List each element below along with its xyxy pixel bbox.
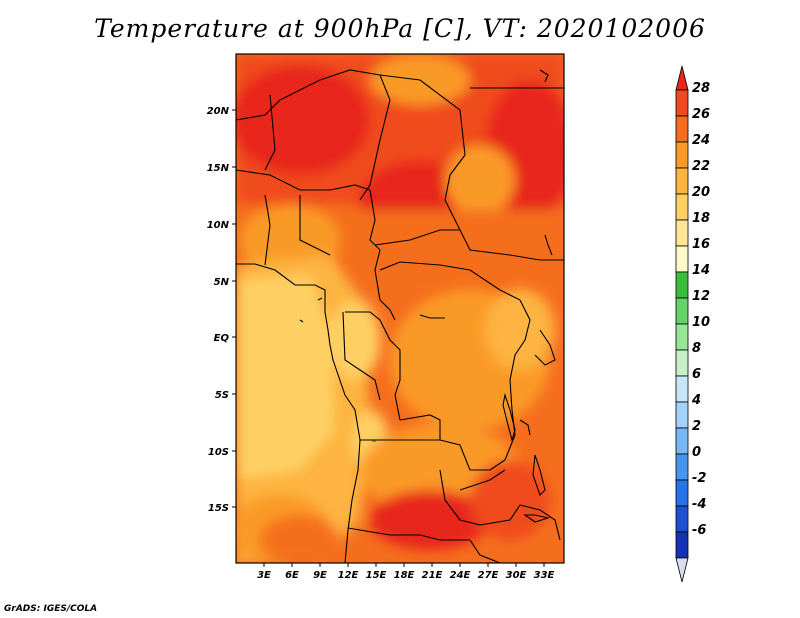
map-frame	[235, 53, 565, 564]
colorbar-label: 4	[691, 393, 701, 408]
colorbar-labels: 28 26 24 22 20 18 16 14 12 10 8 6 4 2 0 …	[691, 81, 710, 538]
grads-credit: GrADS: IGES/COLA	[4, 604, 98, 614]
colorbar-swatch	[675, 89, 689, 117]
colorbar-swatch	[675, 167, 689, 195]
colorbar-label: 8	[692, 341, 701, 356]
colorbar-label: 2	[692, 419, 701, 434]
colorbar-swatch	[675, 375, 689, 403]
lat-label: 15S	[208, 503, 229, 514]
colorbar-swatch	[675, 141, 689, 169]
colorbar-label: 22	[692, 159, 710, 174]
colorbar-swatch	[675, 401, 689, 429]
lat-label: EQ	[214, 333, 230, 344]
colorbar-top-triangle	[675, 65, 689, 91]
lon-label: 18E	[394, 570, 415, 581]
chart-title: Temperature at 900hPa [C], VT: 202010200…	[94, 14, 706, 43]
colorbar-label: 6	[692, 367, 701, 382]
colorbar-swatch	[675, 453, 689, 481]
colorbar-label: -2	[692, 471, 706, 486]
colorbar-label: 16	[692, 237, 710, 252]
lon-labels: 3E 6E 9E 12E 15E 18E 21E 24E 27E 30E 33E	[257, 570, 554, 581]
colorbar-swatch	[675, 349, 689, 377]
colorbar-label: 24	[692, 133, 710, 148]
lon-label: 27E	[478, 570, 499, 581]
lat-label: 5N	[214, 277, 230, 288]
lat-label: 10N	[207, 220, 230, 231]
colorbar-swatch	[675, 115, 689, 143]
colorbar-label: 20	[692, 185, 710, 200]
colorbar-label: 28	[692, 81, 710, 96]
colorbar-swatch	[675, 271, 689, 299]
lat-labels: 20N 15N 10N 5N EQ 5S 10S 15S	[207, 106, 230, 514]
colorbar-bottom-triangle	[675, 557, 689, 583]
lat-label: 20N	[207, 106, 230, 117]
lon-label: 30E	[506, 570, 527, 581]
lat-label: 15N	[207, 163, 230, 174]
lon-label: 9E	[313, 570, 327, 581]
colorbar-label: 26	[692, 107, 710, 122]
lon-label: 24E	[450, 570, 471, 581]
lat-label: 10S	[208, 447, 229, 458]
colorbar-swatch	[675, 531, 689, 559]
colorbar-swatch	[675, 505, 689, 533]
colorbar-swatch	[675, 479, 689, 507]
colorbar-swatch	[675, 323, 689, 351]
colorbar	[675, 65, 689, 583]
colorbar-swatch	[675, 427, 689, 455]
country-borders	[236, 69, 564, 563]
colorbar-swatch	[675, 193, 689, 221]
lon-label: 33E	[534, 570, 555, 581]
lon-label: 21E	[422, 570, 443, 581]
colorbar-label: -4	[692, 497, 706, 512]
temperature-field	[236, 54, 564, 563]
colorbar-swatch	[675, 245, 689, 273]
lon-label: 15E	[366, 570, 387, 581]
lon-axis	[263, 563, 545, 567]
colorbar-swatch	[675, 219, 689, 247]
lon-label: 12E	[338, 570, 359, 581]
colorbar-label: -6	[692, 523, 706, 538]
lat-label: 5S	[215, 390, 229, 401]
lat-axis	[232, 109, 236, 508]
colorbar-label: 0	[692, 445, 701, 460]
colorbar-label: 10	[692, 315, 710, 330]
colorbar-label: 18	[692, 211, 710, 226]
colorbar-swatch	[675, 297, 689, 325]
lon-label: 3E	[257, 570, 271, 581]
colorbar-label: 12	[692, 289, 710, 304]
lon-label: 6E	[285, 570, 299, 581]
colorbar-label: 14	[692, 263, 710, 278]
